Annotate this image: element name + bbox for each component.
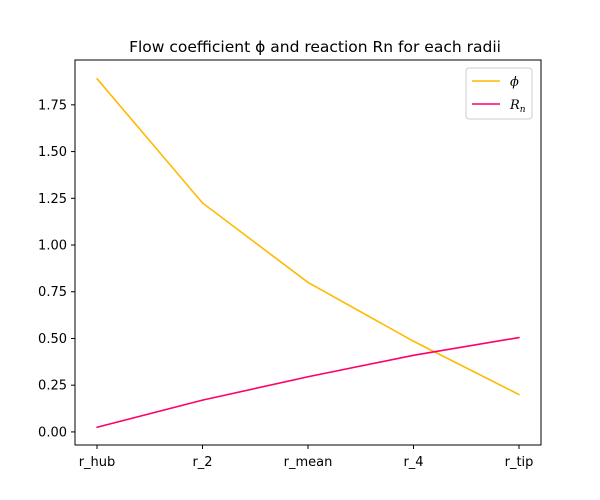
x-tick-label: r_tip: [505, 455, 534, 470]
data-point: [412, 340, 415, 343]
y-tick-label: 0.25: [38, 379, 67, 394]
data-point: [518, 393, 520, 396]
legend-label-rn-main: R: [509, 98, 520, 113]
data-point: [518, 336, 520, 339]
legend-label-rn: Rn: [509, 98, 526, 115]
y-axis: 0.00 0.25 0.50 0.75 1.00 1.25 1.50 1.75: [38, 98, 75, 440]
data-point: [201, 399, 204, 401]
y-tick-label: 1.25: [38, 192, 67, 207]
data-point: [412, 354, 415, 357]
x-tick-label: r_mean: [284, 455, 333, 470]
y-tick-label: 0.50: [38, 332, 67, 347]
series-line-phi: [96, 78, 520, 396]
y-tick-label: 1.50: [38, 145, 67, 160]
x-tick-label: r_4: [403, 455, 423, 470]
data-point: [201, 202, 204, 204]
legend-label-phi: ϕ: [510, 75, 519, 90]
y-tick-label: 0.00: [38, 425, 67, 440]
x-axis: r_hub r_2 r_mean r_4 r_tip: [79, 445, 534, 470]
y-tick-label: 0.75: [38, 285, 67, 300]
data-point: [307, 281, 309, 284]
chart-title: Flow coefficient ϕ and reaction Rn for e…: [129, 38, 501, 56]
series-lines: [96, 77, 520, 429]
legend-label-rn-subscript: n: [520, 105, 526, 115]
data-point: [307, 375, 309, 378]
legend: ϕ Rn: [465, 67, 533, 120]
x-tick-label: r_2: [192, 455, 212, 470]
x-tick-label: r_hub: [79, 455, 116, 470]
y-tick-label: 1.75: [38, 98, 67, 113]
y-tick-label: 1.00: [38, 239, 67, 254]
data-point: [96, 77, 98, 80]
data-point: [96, 426, 98, 429]
series-line-rn: [96, 336, 520, 429]
